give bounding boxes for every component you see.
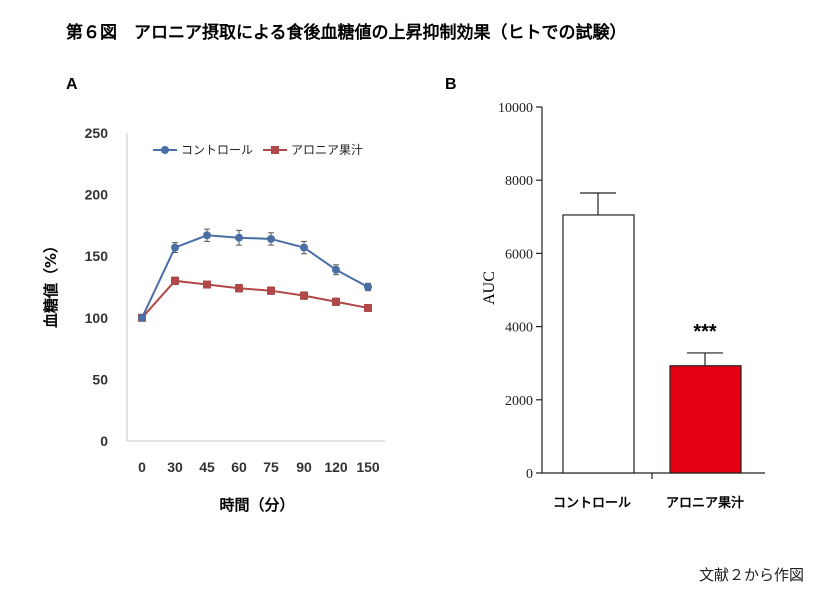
panel-a-plot-area: 0 50 100 150 200 250 0 30 45 60 75 90 120 150 [85,125,385,475]
panel-a-series-line-aronia [141,279,369,319]
panel-a-series-line-control [141,234,369,319]
figure-title: 第６図 アロニア摂取による食後血糖値の上昇抑制効果（ヒトでの試験） [66,22,627,43]
panel-a-data-point [364,303,372,312]
panel-a-x-tick-label: 75 [263,459,279,475]
panel-a-data-point [203,280,211,289]
panel-a-data-point [235,233,243,242]
panel-a-x-tick-label: 30 [167,459,183,475]
panel-b-y-tick-label: 6000 [505,247,533,262]
panel-a-data-point [235,284,243,293]
panel-b-y-tick-label: 10000 [498,101,533,116]
panel-b-bar-control [562,214,635,474]
panel-a-y-tick-label: 50 [92,371,108,387]
panel-a-data-point [267,234,275,243]
panel-b-significance-marker: *** [693,321,717,343]
source-note: 文献２から作図 [699,566,804,584]
panel-b-y-tick-label: 2000 [505,394,533,409]
panel-a-y-tick-label: 0 [100,433,108,449]
panel-b-y-axis-label: AUC [481,271,498,305]
panel-b-plot-area: 0 2000 4000 6000 8000 10000 コントロール アロニア果汁 *** [498,101,765,511]
panel-a-x-tick-label: 45 [199,459,215,475]
panel-a-x-tick-label: 0 [138,459,146,475]
panel-b-bar-aronia [669,365,742,474]
panel-a-data-point [332,265,340,274]
panel-a-legend-marker [161,146,169,154]
panel-a-y-tick-label: 250 [85,125,109,141]
panel-a-y-tick-label: 150 [85,248,109,264]
panel-a-x-tick-label: 60 [231,459,247,475]
panel-a-data-point [267,286,275,295]
panel-a-legend: コントロール アロニア果汁 [153,143,363,157]
panel-a-data-point [203,231,211,240]
panel-b-category-label: アロニア果汁 [666,495,744,511]
panel-a-data-point [138,313,146,322]
panel-a-legend-marker [271,146,279,154]
panel-a-data-point [171,276,179,285]
panel-a-data-point [171,243,179,252]
panel-a-x-tick-label: 120 [324,459,348,475]
panel-a-data-point [300,291,308,300]
panel-b-category-label: コントロール [553,496,631,511]
panel-a-x-tick-label: 90 [296,459,312,475]
panel-a-x-tick-label: 150 [356,459,380,475]
panel-a-data-point [364,283,372,291]
panel-a-chart: A 0 50 100 150 200 250 0 30 45 60 75 90 120 150 コントロー… [42,76,385,514]
panel-b-y-tick-label: 4000 [505,321,533,336]
panel-a-y-axis-label: 血糖値（%） [42,238,60,328]
panel-a-legend-label: コントロール [181,143,253,157]
panel-a-x-axis-label: 時間（分） [219,496,294,514]
panel-a-legend-label: アロニア果汁 [291,143,363,157]
panel-a-label: A [66,76,78,93]
panel-a-data-point [332,297,340,306]
panel-b-label: B [445,76,457,93]
panel-a-data-point [300,243,308,252]
panel-b-y-tick-label: 0 [526,467,533,482]
panel-a-y-tick-label: 200 [85,187,109,203]
panel-a-y-tick-label: 100 [85,310,109,326]
panel-b-y-tick-label: 8000 [505,174,533,189]
